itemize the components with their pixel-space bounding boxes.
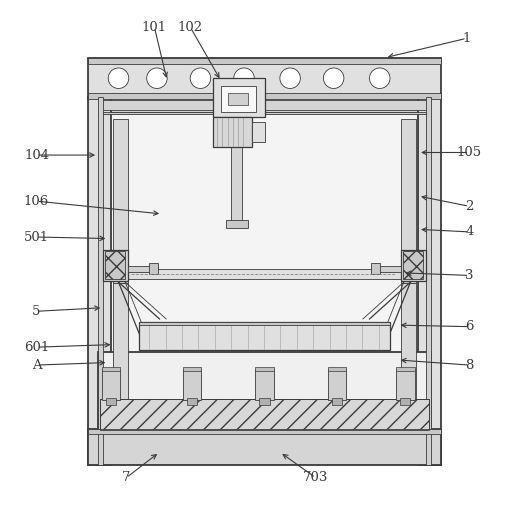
- Circle shape: [108, 68, 129, 89]
- Bar: [418, 97, 441, 465]
- Circle shape: [280, 68, 300, 89]
- Bar: [98, 97, 103, 465]
- Circle shape: [147, 68, 167, 89]
- Bar: [370, 263, 380, 274]
- Bar: [187, 399, 197, 404]
- Bar: [88, 97, 111, 465]
- Text: 1: 1: [463, 32, 471, 45]
- Bar: [332, 399, 342, 404]
- Bar: [221, 86, 256, 112]
- Text: 601: 601: [24, 340, 49, 354]
- Circle shape: [369, 68, 390, 89]
- Bar: [102, 367, 120, 371]
- Bar: [183, 367, 201, 371]
- Bar: [402, 119, 416, 283]
- Bar: [103, 250, 127, 281]
- Bar: [88, 429, 441, 465]
- Bar: [259, 399, 270, 404]
- Bar: [98, 97, 431, 112]
- Bar: [99, 100, 430, 110]
- Text: 102: 102: [178, 21, 203, 33]
- Bar: [103, 112, 426, 465]
- Bar: [328, 369, 346, 400]
- Bar: [402, 283, 416, 421]
- Bar: [99, 400, 430, 430]
- Bar: [252, 122, 264, 142]
- Bar: [105, 251, 125, 279]
- Bar: [88, 93, 441, 99]
- Text: 105: 105: [457, 146, 482, 159]
- Text: 3: 3: [465, 269, 473, 282]
- Text: 5: 5: [32, 305, 41, 318]
- Text: 7: 7: [122, 471, 131, 484]
- Bar: [231, 147, 242, 227]
- Bar: [396, 369, 415, 400]
- Bar: [183, 369, 201, 400]
- Bar: [402, 250, 426, 281]
- Bar: [396, 367, 415, 371]
- Bar: [227, 93, 248, 106]
- Bar: [99, 400, 430, 430]
- Bar: [328, 367, 346, 371]
- Bar: [213, 116, 252, 147]
- Bar: [103, 112, 426, 114]
- Bar: [213, 78, 264, 116]
- Bar: [149, 263, 159, 274]
- Bar: [127, 266, 152, 272]
- Bar: [113, 283, 127, 421]
- Circle shape: [190, 68, 211, 89]
- Text: 2: 2: [465, 200, 473, 213]
- Text: 501: 501: [24, 231, 49, 244]
- Bar: [426, 97, 431, 465]
- Bar: [226, 220, 248, 228]
- Text: 8: 8: [465, 358, 473, 371]
- Bar: [88, 58, 441, 64]
- Bar: [139, 321, 390, 325]
- Circle shape: [234, 68, 254, 89]
- Bar: [113, 119, 127, 283]
- Bar: [256, 367, 273, 371]
- Text: 4: 4: [465, 226, 473, 238]
- Text: 6: 6: [465, 320, 473, 333]
- Text: 101: 101: [142, 21, 167, 33]
- Bar: [88, 429, 441, 434]
- Bar: [139, 321, 390, 350]
- Bar: [256, 369, 273, 400]
- Circle shape: [323, 68, 344, 89]
- Text: 703: 703: [303, 471, 329, 484]
- Bar: [102, 369, 120, 400]
- Text: A: A: [32, 358, 41, 371]
- Bar: [400, 399, 411, 404]
- Bar: [106, 399, 116, 404]
- Bar: [377, 266, 402, 272]
- Bar: [127, 269, 402, 279]
- Bar: [98, 352, 431, 432]
- Text: 106: 106: [24, 195, 49, 208]
- Text: 104: 104: [24, 148, 49, 162]
- Bar: [403, 251, 423, 279]
- Bar: [88, 58, 441, 99]
